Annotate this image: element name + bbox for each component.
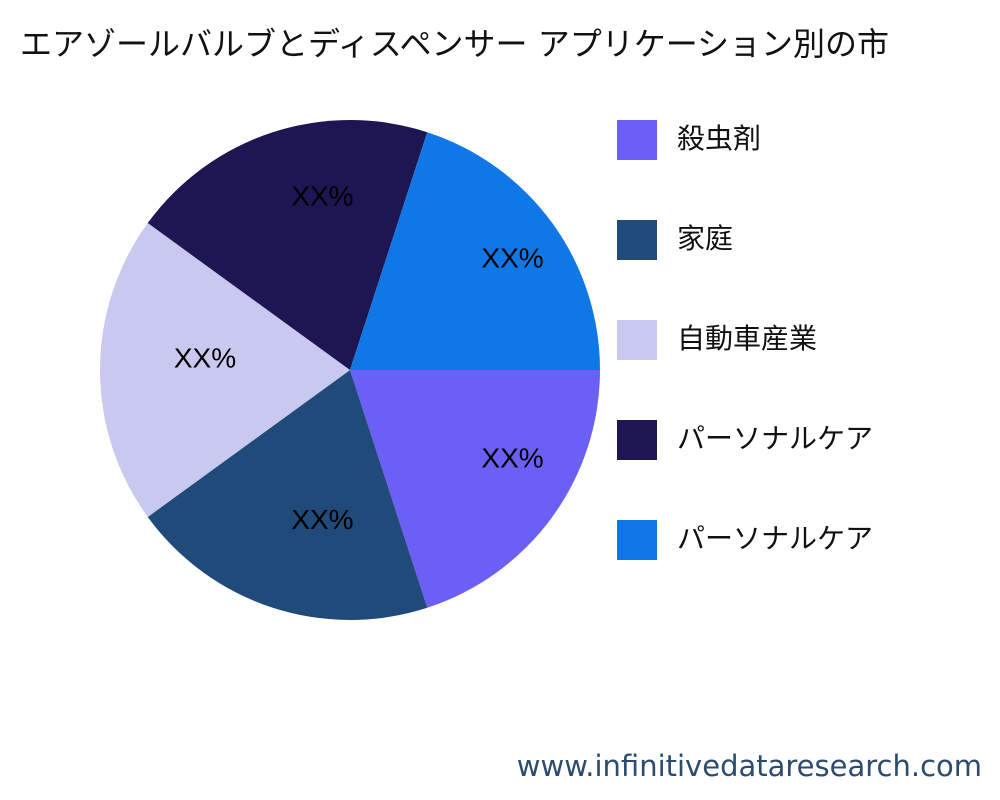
slice-label: XX%	[291, 504, 353, 535]
slice-label: XX%	[481, 442, 543, 473]
legend-swatch	[617, 520, 657, 560]
slice-label: XX%	[174, 342, 236, 373]
pie-slice	[350, 132, 600, 370]
pie-slice	[147, 120, 428, 370]
chart-title: エアゾールバルブとディスペンサー アプリケーション別の市	[20, 25, 889, 63]
legend-swatch	[617, 420, 657, 460]
pie-slice	[100, 223, 350, 517]
legend-swatch	[617, 320, 657, 360]
legend-label: パーソナルケア	[677, 522, 873, 555]
source-url: www.infinitivedataresearch.com	[517, 749, 982, 783]
slice-label: XX%	[291, 181, 353, 212]
pie-slice	[147, 370, 428, 620]
legend-label: 自動車産業	[677, 322, 817, 355]
legend-label: 殺虫剤	[677, 122, 761, 155]
legend-label: パーソナルケア	[677, 422, 873, 455]
legend-swatch	[617, 220, 657, 260]
pie-slice	[350, 370, 600, 608]
slice-label: XX%	[481, 242, 543, 273]
legend-swatch	[617, 120, 657, 160]
legend-label: 家庭	[677, 222, 733, 255]
